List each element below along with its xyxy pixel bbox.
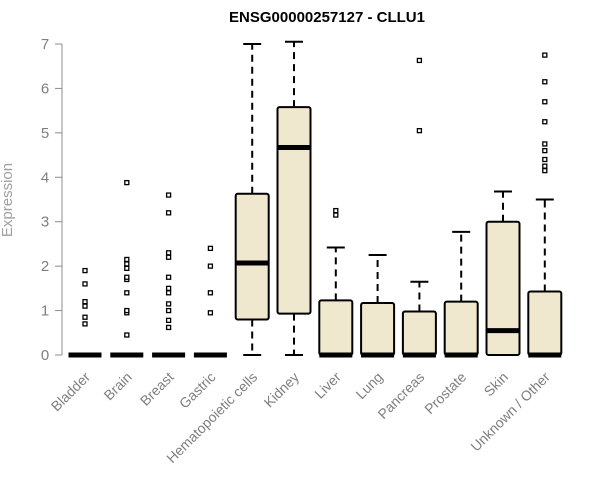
x-tick-label: Lung (352, 369, 385, 402)
y-tick-label: 3 (41, 214, 49, 231)
outlier-point (542, 119, 548, 125)
box-unknown-other (527, 52, 563, 358)
outlier-point (207, 310, 214, 316)
outlier-point (542, 163, 548, 169)
y-axis: 0 1 2 3 4 5 6 7 (41, 36, 63, 364)
x-tick-label: Breast (137, 369, 177, 409)
box-pancreas (401, 57, 437, 358)
y-axis-label: Expression (0, 163, 16, 237)
box-brain (110, 179, 144, 358)
box-breast (152, 192, 186, 358)
outlier-point (165, 290, 172, 296)
outlier-point (416, 57, 423, 64)
outlier-point (165, 317, 172, 323)
outlier-point (333, 212, 339, 218)
x-tick-label: Kidney (261, 369, 303, 411)
box-bladder (68, 267, 102, 358)
y-tick-label: 7 (41, 36, 49, 53)
chart-title: ENSG00000257127 - CLLU1 (229, 9, 425, 26)
box-hematopoietic-cells (234, 43, 270, 356)
outlier-point (124, 261, 130, 267)
outlier-point (207, 245, 214, 252)
outlier-point (542, 147, 548, 154)
outlier-point (82, 314, 88, 320)
x-tick-label: Liver (311, 369, 344, 402)
outlier-point (165, 250, 172, 256)
x-tick-label: Prostate (421, 369, 469, 417)
outlier-point (542, 167, 548, 174)
box-lung (360, 254, 396, 358)
outlier-point (165, 324, 172, 331)
box-prostate (443, 230, 479, 358)
outlier-point (333, 207, 339, 214)
y-tick-label: 1 (41, 303, 49, 320)
x-tick-label: Unknown / Other (467, 369, 553, 455)
box-body (276, 106, 312, 315)
box-body (527, 290, 563, 356)
outlier-point (124, 265, 130, 272)
box-kidney (276, 40, 312, 356)
outlier-point (124, 290, 130, 296)
outlier-point (124, 256, 130, 263)
outlier-point (542, 79, 548, 85)
outlier-point (124, 307, 130, 314)
box-body (443, 300, 479, 356)
outlier-point (165, 192, 172, 198)
y-tick-label: 2 (41, 258, 49, 275)
y-tick-label: 6 (41, 80, 49, 97)
outlier-point (542, 52, 548, 58)
outlier-point (124, 332, 130, 338)
box-gastric (193, 245, 227, 358)
box-body (318, 299, 354, 356)
outlier-point (165, 285, 172, 292)
outlier-point (124, 179, 130, 186)
box-body (360, 302, 396, 357)
outlier-point (165, 210, 172, 216)
outlier-point (165, 274, 172, 280)
outlier-point (165, 254, 172, 260)
boxes-layer (68, 40, 563, 358)
outlier-point (542, 156, 548, 163)
outlier-point (124, 274, 130, 280)
outlier-point (82, 267, 88, 274)
outlier-point (82, 303, 88, 309)
y-tick-label: 4 (41, 169, 49, 186)
y-tick-label: 0 (41, 347, 49, 364)
box-body (401, 310, 437, 356)
outlier-point (207, 263, 214, 269)
box-body (485, 220, 521, 356)
outlier-point (542, 99, 548, 105)
outlier-point (82, 321, 88, 327)
box-body (234, 192, 270, 321)
outlier-point (165, 307, 172, 314)
outlier-point (207, 290, 214, 296)
x-tick-label: Brain (100, 369, 134, 403)
outlier-point (542, 141, 548, 147)
box-skin (485, 190, 521, 356)
outlier-point (416, 127, 423, 134)
y-tick-label: 5 (41, 125, 49, 142)
x-tick-label: Bladder (48, 369, 94, 415)
outlier-point (165, 301, 172, 307)
box-liver (318, 207, 354, 358)
x-tick-label: Skin (481, 369, 512, 400)
outlier-point (82, 281, 88, 287)
outlier-point (82, 299, 88, 305)
